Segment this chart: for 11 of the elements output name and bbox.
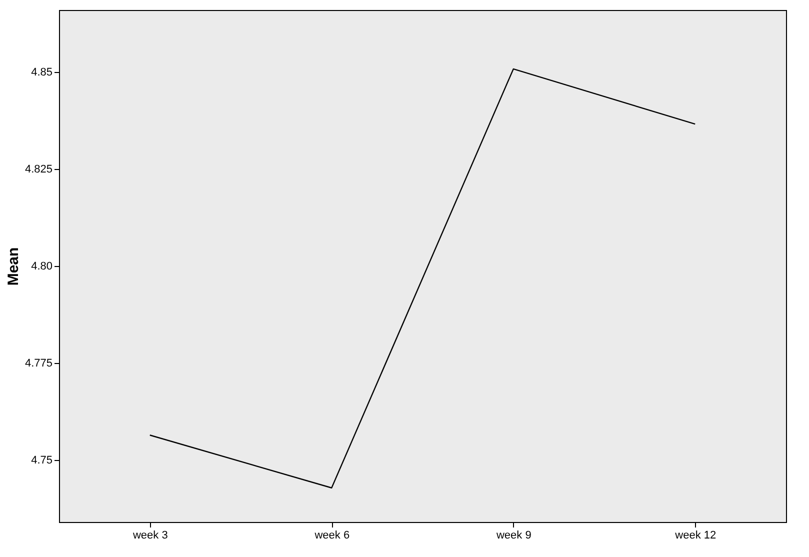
x-tick-label: week 9 <box>495 530 532 542</box>
x-tick-label: week 6 <box>314 530 350 542</box>
line-series <box>149 68 696 488</box>
y-tick-label: 4.85 <box>31 66 52 79</box>
y-tick-label: 4.75 <box>31 454 52 466</box>
y-tick-label: 4.775 <box>24 357 52 370</box>
y-tick-label: 4.80 <box>31 260 52 272</box>
x-tick-label: week 12 <box>674 530 716 542</box>
x-tick-label: week 3 <box>132 530 168 542</box>
y-tick-label: 4.825 <box>24 164 52 176</box>
y-axis-title: Mean <box>4 247 22 286</box>
